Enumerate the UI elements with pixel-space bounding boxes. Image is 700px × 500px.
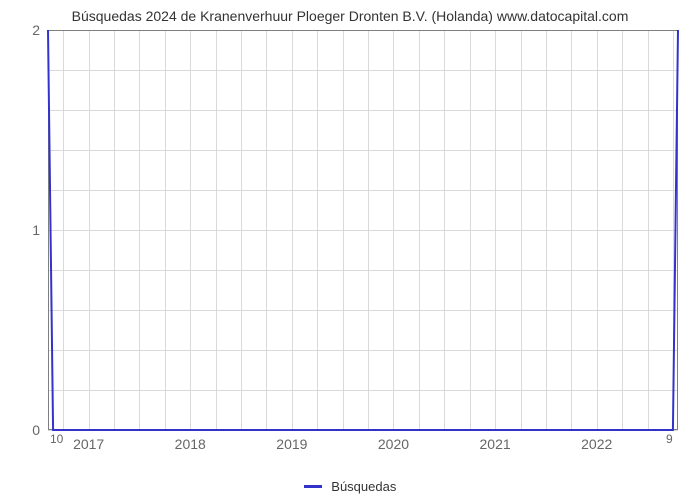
x-tick-label: 2020 <box>378 430 409 452</box>
x-tick-label: 2019 <box>276 430 307 452</box>
y-tick-label: 0 <box>32 422 48 438</box>
x-tick-label: 2017 <box>73 430 104 452</box>
series-line <box>48 30 678 430</box>
endpoint-label-left: 10 <box>50 432 63 446</box>
chart-title: Búsquedas 2024 de Kranenverhuur Ploeger … <box>0 8 700 24</box>
chart-legend: Búsquedas <box>0 478 700 494</box>
x-tick-label: 2022 <box>581 430 612 452</box>
chart-line-layer <box>48 30 678 430</box>
y-tick-label: 2 <box>32 22 48 38</box>
legend-swatch <box>304 485 322 488</box>
x-tick-label: 2021 <box>480 430 511 452</box>
legend-label: Búsquedas <box>331 479 396 494</box>
x-tick-label: 2018 <box>175 430 206 452</box>
endpoint-label-right: 9 <box>666 432 673 446</box>
y-tick-label: 1 <box>32 222 48 238</box>
chart-plot-area: 012201720182019202020212022109 <box>48 30 678 430</box>
